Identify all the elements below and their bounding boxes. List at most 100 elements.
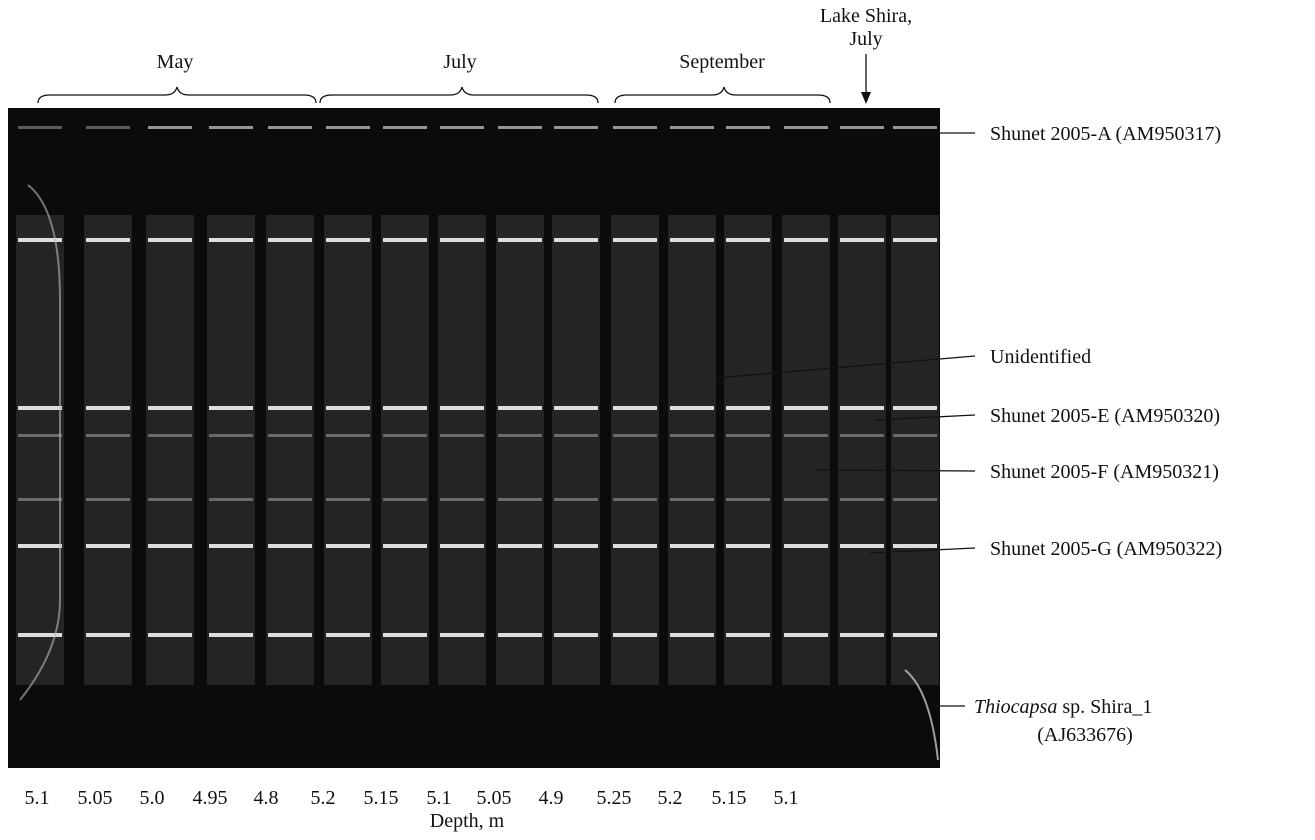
band <box>670 633 714 637</box>
band <box>18 633 62 637</box>
band <box>268 126 312 129</box>
band <box>784 126 828 129</box>
band <box>18 126 62 129</box>
band <box>498 126 542 129</box>
band <box>383 126 427 129</box>
band <box>86 238 130 242</box>
band <box>670 434 714 437</box>
band <box>893 498 937 501</box>
band <box>268 238 312 242</box>
lane <box>16 215 64 685</box>
band <box>383 498 427 501</box>
band-label: Shunet 2005-G (AM950322) <box>990 538 1222 560</box>
band <box>326 238 370 242</box>
band <box>784 406 828 410</box>
band <box>726 126 770 129</box>
band <box>554 126 598 129</box>
species-name: Thiocapsa <box>974 696 1057 718</box>
band <box>440 238 484 242</box>
band <box>726 544 770 548</box>
band <box>498 498 542 501</box>
lane-label: 5.2 <box>658 787 683 809</box>
group-label: May <box>157 51 194 73</box>
lane-label: 5.1 <box>25 787 50 809</box>
lane <box>552 215 600 685</box>
band <box>326 406 370 410</box>
band <box>268 633 312 637</box>
bracket <box>319 86 599 104</box>
band <box>148 238 192 242</box>
lane-label: 5.1 <box>427 787 452 809</box>
band <box>148 434 192 437</box>
band <box>148 406 192 410</box>
band <box>554 498 598 501</box>
band <box>268 544 312 548</box>
lane-edge <box>904 669 939 761</box>
band <box>440 434 484 437</box>
band <box>613 544 657 548</box>
band <box>613 434 657 437</box>
lane-label: 5.15 <box>712 787 747 809</box>
band <box>148 498 192 501</box>
band <box>893 633 937 637</box>
band <box>18 498 62 501</box>
band <box>670 406 714 410</box>
species-suffix: sp. Shira_1 <box>1057 696 1152 718</box>
band <box>498 406 542 410</box>
band <box>840 434 884 437</box>
band <box>148 126 192 129</box>
band <box>840 406 884 410</box>
band <box>440 633 484 637</box>
lane-label: 4.8 <box>254 787 279 809</box>
band <box>893 434 937 437</box>
lane-label: 5.1 <box>774 787 799 809</box>
band <box>840 126 884 129</box>
band <box>840 498 884 501</box>
lane <box>324 215 372 685</box>
band <box>86 406 130 410</box>
band <box>326 544 370 548</box>
lane <box>782 215 830 685</box>
band <box>18 434 62 437</box>
band <box>726 238 770 242</box>
band <box>670 238 714 242</box>
band <box>613 498 657 501</box>
band <box>554 406 598 410</box>
band <box>726 633 770 637</box>
band <box>670 544 714 548</box>
lane <box>438 215 486 685</box>
band <box>784 544 828 548</box>
band <box>148 633 192 637</box>
band <box>383 633 427 637</box>
band <box>613 238 657 242</box>
band <box>498 434 542 437</box>
lane <box>496 215 544 685</box>
bracket <box>37 86 317 104</box>
band <box>784 633 828 637</box>
band <box>440 126 484 129</box>
band <box>383 434 427 437</box>
band-label: Thiocapsa sp. Shira_1 <box>974 696 1152 718</box>
band <box>86 434 130 437</box>
band <box>18 406 62 410</box>
band <box>148 544 192 548</box>
lane <box>891 215 939 685</box>
leader-line <box>874 414 976 421</box>
band <box>554 434 598 437</box>
lane <box>266 215 314 685</box>
band <box>86 544 130 548</box>
band <box>670 498 714 501</box>
lane <box>838 215 886 685</box>
band <box>383 544 427 548</box>
arrow-head <box>861 92 871 104</box>
band <box>893 406 937 410</box>
lane <box>84 215 132 685</box>
band <box>326 434 370 437</box>
band <box>840 633 884 637</box>
band <box>326 498 370 501</box>
band <box>784 498 828 501</box>
band <box>840 544 884 548</box>
lane <box>668 215 716 685</box>
band <box>86 126 130 129</box>
lane-label: 5.05 <box>477 787 512 809</box>
